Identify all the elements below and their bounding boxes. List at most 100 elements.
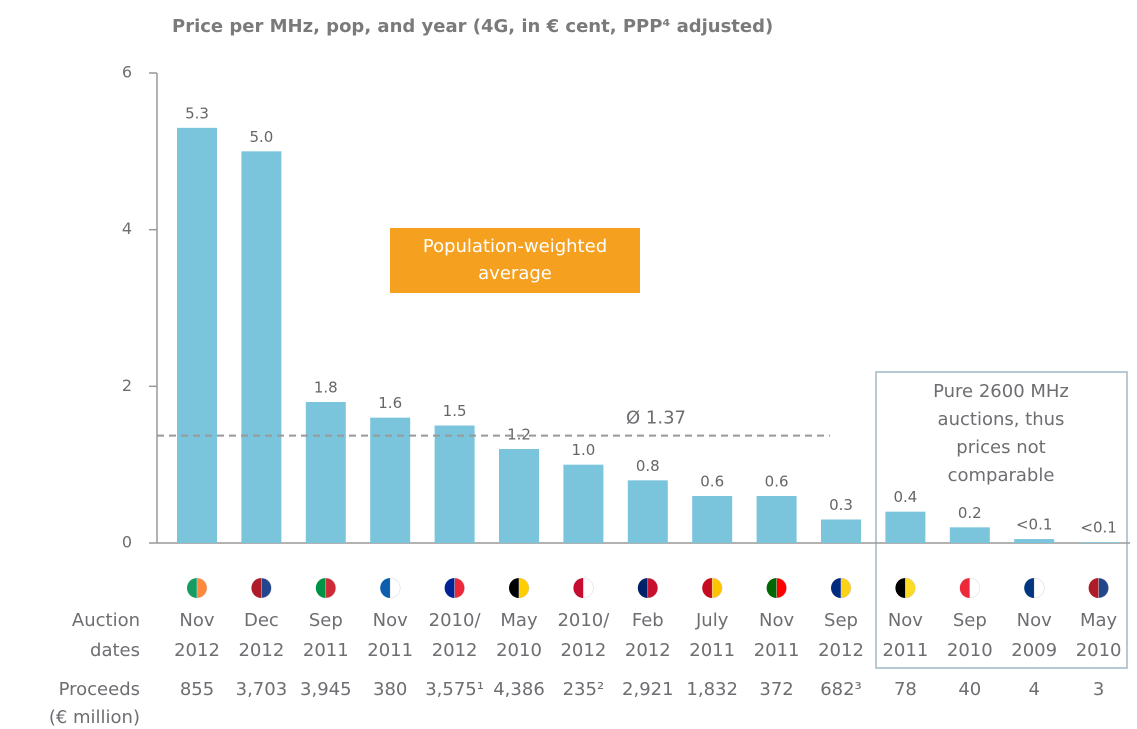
x-tick-label: Nov [888,610,923,631]
x-tick-label: 2010 [947,640,993,661]
value-label: 0.6 [765,473,789,491]
proceeds-label: 3,575¹ [425,679,484,700]
flag [1098,577,1109,599]
flag [1033,577,1045,599]
flag [454,577,465,599]
bar [627,480,668,543]
x-tick-label: 2010 [1076,640,1122,661]
bar [692,496,733,543]
x-tick-label: 2010/ [557,610,610,631]
proceeds-label: 372 [759,679,793,700]
flag [969,577,981,599]
average-label: Ø 1.37 [626,408,686,429]
x-tick-label: Sep [824,610,858,631]
x-tick-label: May [500,610,538,631]
bar [885,511,926,543]
flag [583,577,594,599]
bar [499,449,539,543]
x-tick-label: July [695,610,729,631]
row-label: Proceeds [59,679,140,700]
row-label: dates [90,640,140,661]
x-tick-label: 2011 [367,640,413,661]
x-tick-label: 2012 [560,640,606,661]
value-label: 1.8 [314,379,338,397]
bar [756,496,797,543]
bar [177,127,217,543]
value-label: 1.5 [443,402,467,420]
proceeds-label: 3 [1093,679,1104,700]
bar [1014,539,1055,543]
value-label: 1.6 [378,394,402,412]
x-tick-label: 2011 [754,640,800,661]
x-tick-label: 2012 [238,640,284,661]
flag [711,577,723,599]
y-tick-label: 6 [122,63,132,82]
flag [389,577,401,599]
flag [776,577,787,599]
flag [261,577,272,599]
proceeds-label: 4 [1028,679,1039,700]
flag [647,577,659,599]
x-tick-label: May [1080,610,1118,631]
flag [905,577,916,599]
x-tick-label: Dec [244,610,279,631]
proceeds-label: 1,832 [686,679,738,700]
box-note: prices not [956,437,1045,458]
x-tick-label: 2012 [432,640,478,661]
bar [563,464,604,543]
bar [1078,542,1119,543]
y-tick-label: 0 [122,533,132,552]
value-label: 0.2 [958,504,982,522]
value-label: 5.3 [185,104,209,122]
x-tick-label: Sep [309,610,343,631]
x-tick-label: 2009 [1011,640,1057,661]
row-label: Auction [72,610,140,631]
box-note: comparable [948,465,1055,486]
box-note: Pure 2600 MHz [933,381,1069,402]
bar [305,402,346,543]
x-tick-label: Sep [953,610,987,631]
y-tick-label: 4 [122,219,132,238]
x-tick-label: 2011 [689,640,735,661]
x-tick-label: Feb [632,610,664,631]
x-tick-label: 2012 [818,640,864,661]
chart-title: Price per MHz, pop, and year (4G, in € c… [172,16,773,37]
proceeds-label: 3,703 [236,679,288,700]
proceeds-label: 855 [180,679,214,700]
average-note-box [390,228,640,293]
x-tick-label: 2010/ [429,610,482,631]
row-label: (€ million) [49,707,140,728]
value-label: 0.8 [636,457,660,475]
x-tick-label: Nov [1017,610,1052,631]
note-box [875,371,1128,669]
proceeds-label: 3,945 [300,679,352,700]
x-tick-label: 2012 [625,640,671,661]
average-note: Population-weighted [423,236,607,257]
proceeds-label: 682³ [820,679,862,700]
flag [518,577,530,599]
proceeds-label: 380 [373,679,407,700]
x-tick-label: 2011 [882,640,928,661]
value-label: 0.6 [700,473,724,491]
proceeds-label: 235² [563,679,605,700]
value-label: 1.2 [507,426,531,444]
proceeds-label: 40 [958,679,981,700]
proceeds-label: 78 [894,679,917,700]
x-tick-label: Nov [373,610,408,631]
proceeds-label: 2,921 [622,679,674,700]
value-label: 5.0 [249,128,273,146]
average-note: average [478,263,552,284]
bar [949,527,990,543]
bar [370,417,411,543]
flag [325,577,337,599]
box-note: auctions, thus [938,409,1065,430]
x-tick-label: 2012 [174,640,220,661]
value-label: <0.1 [1080,519,1116,537]
bar [241,151,282,544]
value-label: <0.1 [1016,516,1052,534]
x-tick-label: Nov [179,610,214,631]
flag [840,577,852,599]
value-label: 0.3 [829,496,853,514]
flag [196,577,208,599]
value-label: 1.0 [571,441,595,459]
